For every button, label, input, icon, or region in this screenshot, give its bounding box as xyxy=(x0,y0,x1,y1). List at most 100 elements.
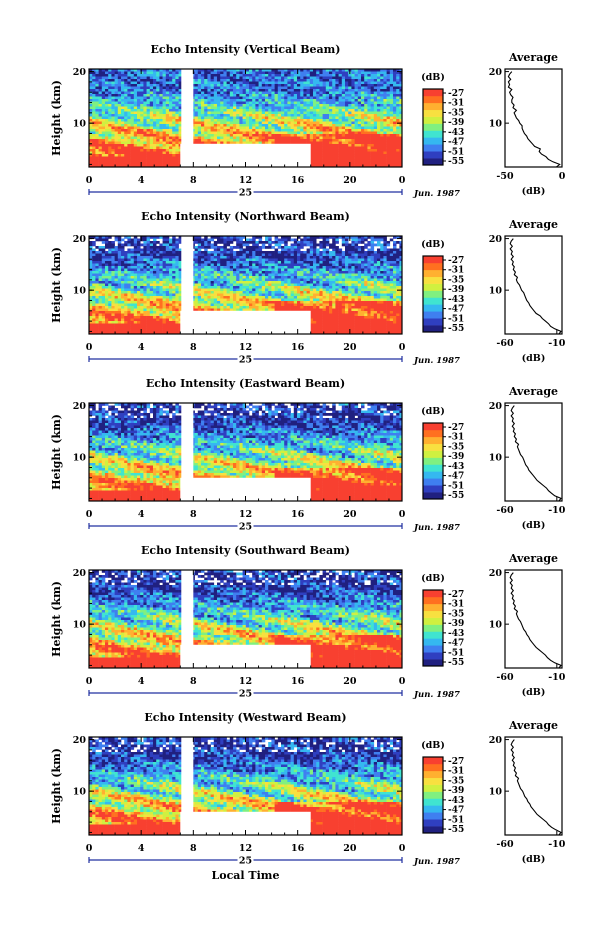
heatmap-cell xyxy=(89,134,93,137)
heatmap-cell xyxy=(268,104,272,107)
heatmap-cell xyxy=(159,131,163,135)
heatmap-cell xyxy=(89,119,93,122)
heatmap-cell xyxy=(127,121,131,125)
heatmap-cell xyxy=(364,81,368,85)
heatmap-cell xyxy=(169,151,173,155)
heatmap-cell xyxy=(140,126,144,130)
heatmap-cell xyxy=(277,84,282,87)
heatmap-cell xyxy=(377,114,381,117)
heatmap-cell xyxy=(377,76,381,80)
heatmap-cell xyxy=(98,96,103,100)
heatmap-cell xyxy=(127,99,131,102)
heatmap-cell xyxy=(140,131,144,135)
heatmap-cell xyxy=(146,96,151,100)
heatmap-cell xyxy=(217,91,221,95)
heatmap-cell xyxy=(95,109,99,112)
heatmap-cell xyxy=(127,124,131,127)
heatmap-cell xyxy=(309,96,314,100)
heatmap-cell xyxy=(338,236,343,239)
heatmap-cell xyxy=(242,101,247,105)
heatmap-cell xyxy=(98,253,103,257)
heatmap-cell xyxy=(223,96,227,100)
heatmap-cell xyxy=(329,243,333,247)
heatmap-cell xyxy=(242,256,247,259)
heatmap-cell xyxy=(338,253,343,257)
heatmap-cell xyxy=(137,76,141,80)
heatmap-cell xyxy=(117,164,122,167)
heatmap-cell xyxy=(332,69,336,72)
heatmap-cell xyxy=(309,131,314,135)
heatmap-cell xyxy=(329,109,333,112)
heatmap-cell xyxy=(89,146,93,150)
heatmap-cell xyxy=(175,248,179,252)
heatmap-cell xyxy=(389,154,394,157)
heatmap-cell xyxy=(207,253,211,257)
heatmap-cell xyxy=(239,256,243,259)
heatmap-cell xyxy=(361,149,365,152)
heatmap-cell xyxy=(156,251,160,254)
heatmap-cell xyxy=(367,261,371,264)
heatmap-cell xyxy=(201,116,205,120)
heatmap-cell xyxy=(396,256,400,259)
heatmap-cell xyxy=(361,238,365,242)
heatmap-cell xyxy=(389,238,394,242)
heatmap-cell xyxy=(389,109,394,112)
heatmap-cell xyxy=(172,253,176,257)
heatmap-cell xyxy=(114,253,119,257)
heatmap-cell xyxy=(377,154,381,157)
heatmap-cell xyxy=(265,129,269,132)
heatmap-cell xyxy=(322,84,327,87)
heatmap-cell xyxy=(197,251,202,254)
heatmap-cell xyxy=(229,104,234,107)
heatmap-cell xyxy=(361,256,365,259)
heatmap-cell xyxy=(121,253,125,257)
heatmap-cell xyxy=(92,99,96,102)
heatmap-cell xyxy=(316,91,320,95)
heatmap-cell xyxy=(255,121,259,125)
colorbar-tick-label: -31 xyxy=(448,99,464,109)
heatmap-cell xyxy=(108,141,112,145)
heatmap-cell xyxy=(162,69,167,72)
heatmap-cell xyxy=(351,74,355,77)
heatmap-cell xyxy=(114,139,119,142)
heatmap-cell xyxy=(287,124,291,127)
heatmap-cell xyxy=(271,139,275,142)
heatmap-cell xyxy=(137,121,141,125)
heatmap-cell xyxy=(393,256,397,259)
heatmap-cell xyxy=(367,241,371,244)
heatmap-cell xyxy=(316,253,320,257)
heatmap-cell xyxy=(149,114,154,117)
heatmap-cell xyxy=(380,146,384,150)
heatmap-cell xyxy=(223,116,227,120)
heatmap-cell xyxy=(233,134,237,137)
heatmap-cell xyxy=(229,253,234,257)
heatmap-cell xyxy=(92,79,96,82)
heatmap-cell xyxy=(313,144,317,147)
heatmap-cell xyxy=(255,141,259,145)
heatmap-cell xyxy=(386,119,391,122)
heatmap-cell xyxy=(345,84,349,87)
heatmap-cell xyxy=(396,149,400,152)
heatmap-cell xyxy=(357,136,362,140)
heatmap-cell xyxy=(274,94,279,97)
heatmap-cell xyxy=(377,139,381,142)
heatmap-cell xyxy=(197,114,202,117)
heatmap-cell xyxy=(210,111,215,115)
heatmap-cell xyxy=(383,91,387,95)
heatmap-cell xyxy=(316,126,320,130)
heatmap-cell xyxy=(98,258,103,262)
heatmap-cell xyxy=(133,134,138,137)
heatmap-cell xyxy=(255,101,259,105)
heatmap-cell xyxy=(332,129,336,132)
heatmap-cell xyxy=(92,94,96,97)
heatmap-cell xyxy=(393,79,397,82)
heatmap-cell xyxy=(127,251,131,254)
heatmap-cell xyxy=(399,134,402,137)
heatmap-cell xyxy=(249,246,253,249)
heatmap-cell xyxy=(338,156,343,160)
heatmap-cell xyxy=(370,246,375,249)
heatmap-cell xyxy=(319,109,323,112)
heatmap-cell xyxy=(121,101,125,105)
heatmap-cell xyxy=(133,253,138,257)
heatmap-cell xyxy=(332,109,336,112)
